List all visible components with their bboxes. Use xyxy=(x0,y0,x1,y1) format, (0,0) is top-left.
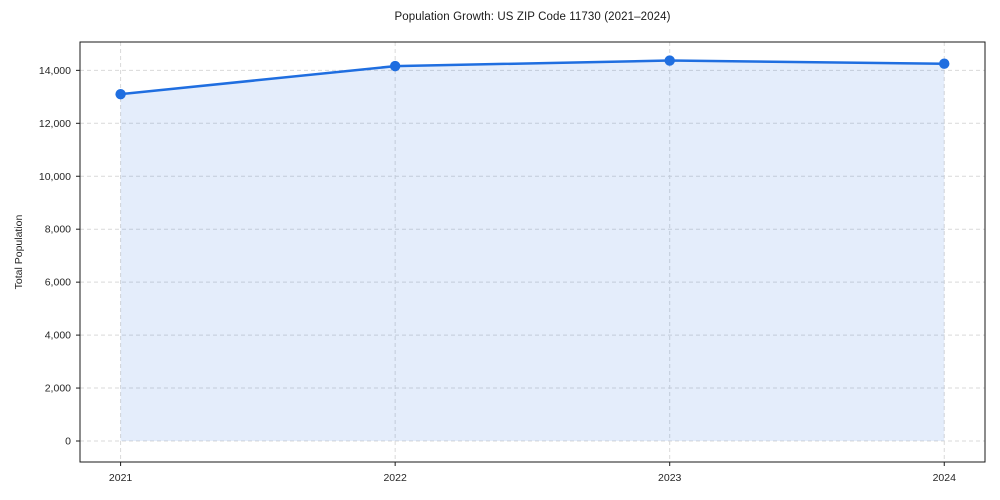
data-line xyxy=(119,59,946,96)
data-point xyxy=(389,60,401,72)
plot-frame xyxy=(79,41,986,463)
x-tick-label: 2023 xyxy=(658,472,682,484)
x-tick-label: 2022 xyxy=(383,472,407,484)
x-tick-label: 2021 xyxy=(109,472,133,484)
y-tick-label: 0 xyxy=(65,436,71,448)
y-tick-label: 2,000 xyxy=(45,383,71,395)
y-tick-label: 14,000 xyxy=(39,65,71,77)
y-tick-label: 4,000 xyxy=(45,330,71,342)
area-fill xyxy=(120,60,945,441)
x-tick-label: 2024 xyxy=(933,472,957,484)
chart-title: Population Growth: US ZIP Code 11730 (20… xyxy=(394,11,671,23)
y-tick-label: 6,000 xyxy=(45,277,71,289)
y-tick-label: 12,000 xyxy=(39,118,71,130)
data-point xyxy=(664,55,675,66)
y-tick-label: 10,000 xyxy=(39,171,71,183)
data-point xyxy=(939,58,950,69)
y-tick-label: 8,000 xyxy=(45,224,71,236)
data-point xyxy=(115,88,126,100)
